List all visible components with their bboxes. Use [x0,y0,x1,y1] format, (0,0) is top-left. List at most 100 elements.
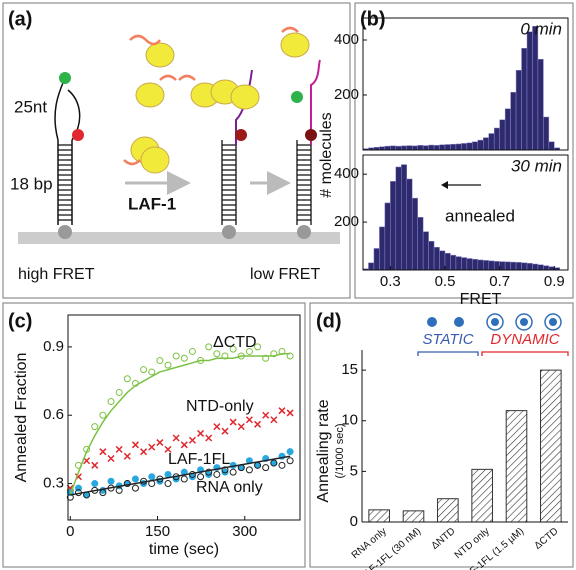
hist-bar [532,263,539,271]
point [245,466,253,474]
point [262,411,270,419]
point [115,388,123,396]
hist-bar [472,141,479,151]
point [205,470,213,478]
y-tick-label: 15 [341,361,358,378]
point [172,434,180,442]
panel-b [354,2,574,299]
x-tick-label: ΔCTD [533,526,561,552]
point [221,468,229,476]
point [213,423,221,431]
hist-bar [515,262,522,271]
point [221,466,229,474]
hist-bar [444,144,451,151]
point [180,475,188,483]
x-tick-label: 0.5 [435,273,456,290]
point [164,470,172,478]
proteins [130,32,310,174]
hist-bar [384,202,391,271]
x-tick-label: 0.7 [489,273,510,290]
y-axis-title: # molecules [318,112,335,197]
group-label: DYNAMIC [490,331,559,348]
hist-bar [450,143,457,151]
fit-line [69,352,291,496]
point [91,423,99,431]
point [99,448,107,456]
point [99,411,107,419]
series-label: NTD-only [186,398,254,415]
hist-bar [455,143,462,151]
point [156,357,164,365]
hist-bar [406,178,413,271]
hist-bar [521,262,528,271]
hist-bar [477,139,484,151]
point [270,459,278,467]
point [286,448,294,456]
point [148,443,156,451]
state-label: low FRET [250,266,320,283]
point [164,445,172,453]
point [286,409,294,417]
panel-label: (c) [8,310,32,332]
hist-bar [433,145,440,151]
hist-bar [537,264,544,271]
hist-bar [439,144,446,151]
y-axis-title: Annealed Fraction [13,353,30,483]
hist-bar [488,260,495,271]
annotation: 0 min [520,19,562,38]
bar [471,468,493,523]
point [180,441,188,449]
hist-bar [444,252,451,271]
series-label: LAF-1FL [168,451,230,468]
hairpin [54,77,81,225]
y-tick-label: 400 [334,165,359,182]
x-tick-label: ΔNTD [430,526,458,552]
x-axis-title: time (sec) [149,541,219,558]
point [188,347,196,355]
y-tick-label: 0 [350,513,358,530]
hist-bar [488,133,495,151]
point [229,345,237,353]
point [131,484,139,492]
hist-bar [411,145,418,151]
point [123,375,131,383]
point [213,470,221,478]
point [286,457,294,465]
point [205,468,213,476]
hist-bar [493,127,500,151]
hist-bar [395,166,402,271]
y-tick-label: 0.9 [43,338,64,355]
hist-bar [526,263,533,271]
point [205,434,213,442]
x-tick-label: 0.3 [380,273,401,290]
point [115,486,123,494]
point [83,457,91,465]
point [188,436,196,444]
group-bracket [481,351,569,356]
hist-bar [537,59,544,151]
point [270,416,278,424]
point [205,343,213,351]
point [91,461,99,469]
hist-bar [406,145,413,151]
point [197,473,205,481]
point [180,354,188,362]
hist-bar [543,265,550,271]
point [221,427,229,435]
annotation: 30 min [511,156,562,175]
point [148,368,156,376]
point [213,350,221,358]
panel-label: (a) [8,8,32,30]
y-axis-unit: (/1000 sec) [334,423,346,478]
hist-bar [510,261,517,271]
point [131,475,139,483]
point [115,445,123,453]
hist-bar [499,261,506,271]
hist-bar [472,258,479,271]
hist-bar [390,145,397,151]
hist-bar [401,145,407,151]
hist-bar [455,256,462,271]
protein-label: LAF-1 [128,194,176,213]
hist-bar [422,145,429,151]
